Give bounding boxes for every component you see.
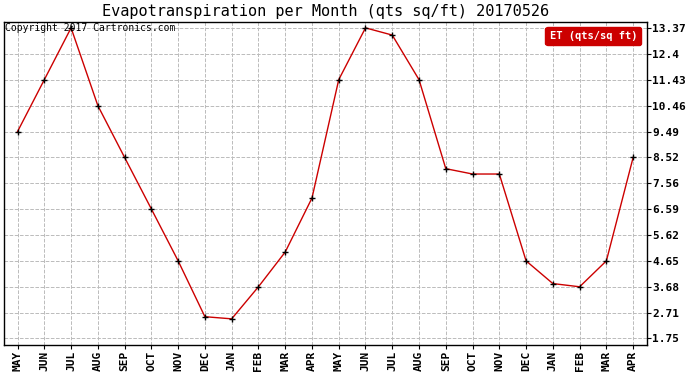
Title: Evapotranspiration per Month (qts sq/ft) 20170526: Evapotranspiration per Month (qts sq/ft)… <box>102 4 549 19</box>
Text: Copyright 2017 Cartronics.com: Copyright 2017 Cartronics.com <box>6 23 176 33</box>
Legend: ET (qts/sq ft): ET (qts/sq ft) <box>546 27 641 45</box>
